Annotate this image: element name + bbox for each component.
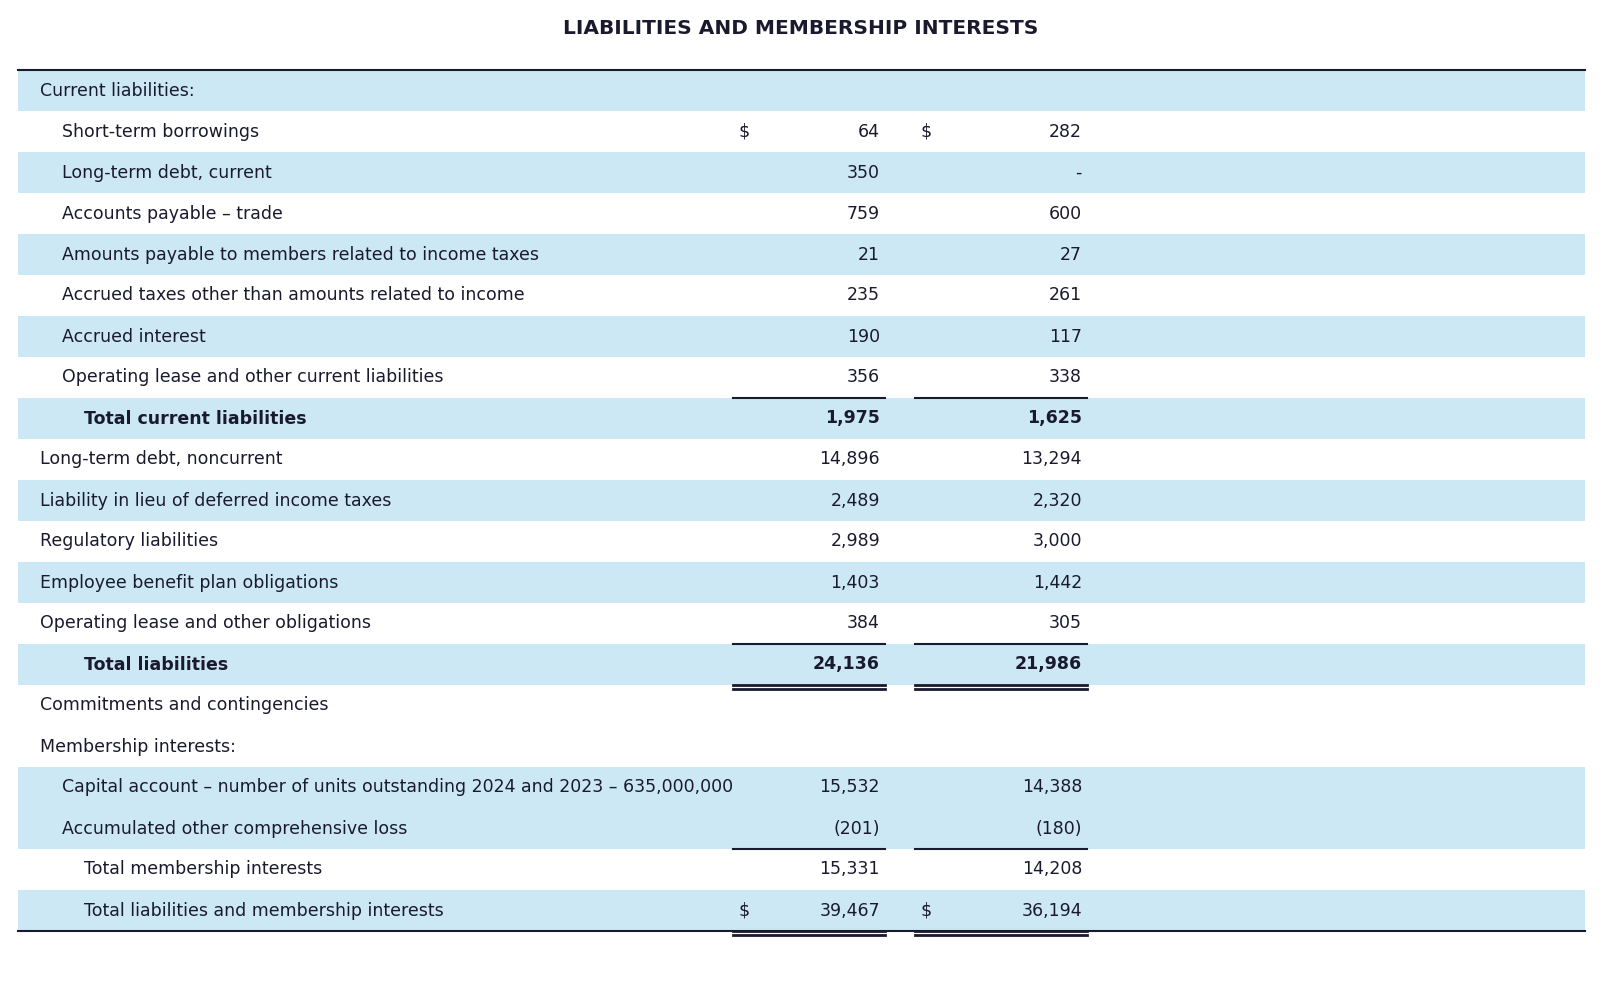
- Bar: [18, 439, 1584, 480]
- Text: 14,896: 14,896: [819, 451, 879, 468]
- Text: 13,294: 13,294: [1022, 451, 1081, 468]
- Text: $: $: [739, 901, 750, 919]
- Bar: [18, 644, 1584, 685]
- Text: 384: 384: [847, 615, 879, 632]
- Text: $: $: [920, 123, 931, 140]
- Text: 1,975: 1,975: [825, 409, 879, 427]
- Text: Commitments and contingencies: Commitments and contingencies: [40, 696, 328, 715]
- Text: 14,208: 14,208: [1022, 860, 1081, 879]
- Text: Accrued interest: Accrued interest: [62, 328, 205, 346]
- Text: 350: 350: [847, 163, 879, 182]
- Text: Operating lease and other obligations: Operating lease and other obligations: [40, 615, 372, 632]
- Text: 1,403: 1,403: [830, 573, 879, 591]
- Text: Accounts payable – trade: Accounts payable – trade: [62, 204, 284, 223]
- Text: Accrued taxes other than amounts related to income: Accrued taxes other than amounts related…: [62, 287, 524, 304]
- Bar: [18, 890, 1584, 931]
- Text: Accumulated other comprehensive loss: Accumulated other comprehensive loss: [62, 820, 407, 838]
- Text: 261: 261: [1049, 287, 1081, 304]
- Text: 305: 305: [1049, 615, 1081, 632]
- Text: 338: 338: [1049, 368, 1081, 387]
- Text: 190: 190: [847, 328, 879, 346]
- Text: 356: 356: [847, 368, 879, 387]
- Bar: [18, 398, 1584, 439]
- Text: 3,000: 3,000: [1033, 532, 1081, 551]
- Text: Liability in lieu of deferred income taxes: Liability in lieu of deferred income tax…: [40, 492, 391, 510]
- Text: 2,320: 2,320: [1033, 492, 1081, 510]
- Text: 39,467: 39,467: [819, 901, 879, 919]
- Text: Operating lease and other current liabilities: Operating lease and other current liabil…: [62, 368, 444, 387]
- Text: 759: 759: [847, 204, 879, 223]
- Text: Current liabilities:: Current liabilities:: [40, 82, 194, 99]
- Text: 21,986: 21,986: [1016, 656, 1081, 674]
- Text: Long-term debt, noncurrent: Long-term debt, noncurrent: [40, 451, 282, 468]
- Text: 2,489: 2,489: [830, 492, 879, 510]
- Text: 27: 27: [1061, 246, 1081, 263]
- Bar: [18, 275, 1584, 316]
- Text: -: -: [1075, 163, 1081, 182]
- Text: $: $: [920, 901, 931, 919]
- Text: 117: 117: [1049, 328, 1081, 346]
- Text: (201): (201): [833, 820, 879, 838]
- Bar: [18, 316, 1584, 357]
- Text: (180): (180): [1035, 820, 1081, 838]
- Text: 1,625: 1,625: [1027, 409, 1081, 427]
- Text: Employee benefit plan obligations: Employee benefit plan obligations: [40, 573, 338, 591]
- Text: $: $: [739, 123, 750, 140]
- Text: 64: 64: [859, 123, 879, 140]
- Bar: [18, 152, 1584, 193]
- Text: 2,989: 2,989: [830, 532, 879, 551]
- Bar: [18, 193, 1584, 234]
- Bar: [18, 234, 1584, 275]
- Bar: [18, 480, 1584, 521]
- Text: 15,331: 15,331: [820, 860, 879, 879]
- Bar: [18, 603, 1584, 644]
- Bar: [18, 521, 1584, 562]
- Text: Amounts payable to members related to income taxes: Amounts payable to members related to in…: [62, 246, 538, 263]
- Text: 282: 282: [1049, 123, 1081, 140]
- Text: Membership interests:: Membership interests:: [40, 737, 235, 755]
- Text: 14,388: 14,388: [1022, 779, 1081, 796]
- Text: 235: 235: [847, 287, 879, 304]
- Text: LIABILITIES AND MEMBERSHIP INTERESTS: LIABILITIES AND MEMBERSHIP INTERESTS: [564, 19, 1038, 37]
- Bar: [18, 726, 1584, 767]
- Text: 600: 600: [1049, 204, 1081, 223]
- Bar: [18, 767, 1584, 808]
- Bar: [18, 357, 1584, 398]
- Bar: [18, 111, 1584, 152]
- Text: 1,442: 1,442: [1033, 573, 1081, 591]
- Bar: [18, 562, 1584, 603]
- Text: Capital account – number of units outstanding 2024 and 2023 – 635,000,000: Capital account – number of units outsta…: [62, 779, 734, 796]
- Text: 24,136: 24,136: [814, 656, 879, 674]
- Text: Regulatory liabilities: Regulatory liabilities: [40, 532, 218, 551]
- Text: 15,532: 15,532: [820, 779, 879, 796]
- Text: 21: 21: [859, 246, 879, 263]
- Text: Total membership interests: Total membership interests: [83, 860, 322, 879]
- Bar: [18, 849, 1584, 890]
- Text: 36,194: 36,194: [1022, 901, 1081, 919]
- Bar: [18, 808, 1584, 849]
- Bar: [18, 685, 1584, 726]
- Text: Total liabilities: Total liabilities: [83, 656, 227, 674]
- Bar: [18, 70, 1584, 111]
- Text: Short-term borrowings: Short-term borrowings: [62, 123, 260, 140]
- Text: Total liabilities and membership interests: Total liabilities and membership interes…: [83, 901, 444, 919]
- Text: Total current liabilities: Total current liabilities: [83, 409, 306, 427]
- Text: Long-term debt, current: Long-term debt, current: [62, 163, 272, 182]
